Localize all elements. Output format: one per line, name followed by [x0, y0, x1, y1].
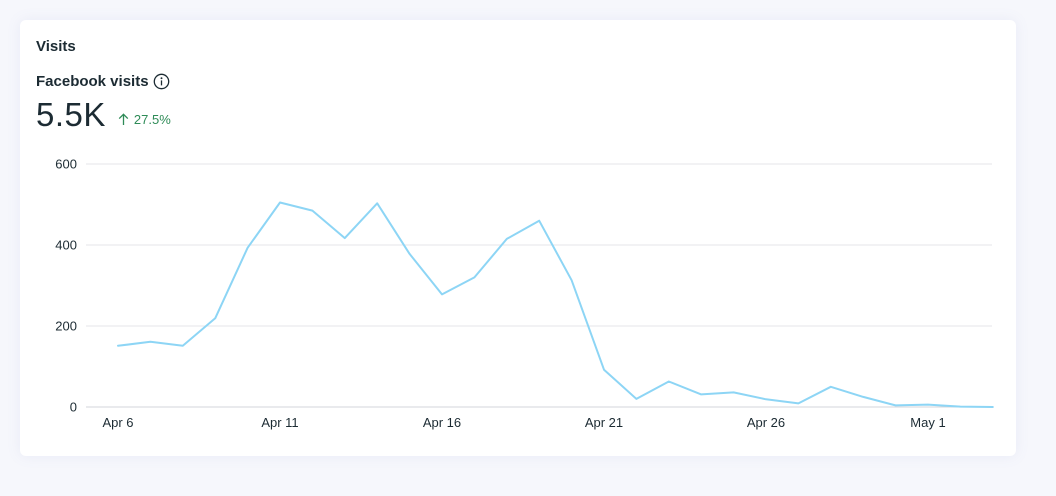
data-point [505, 237, 509, 241]
data-point [634, 397, 638, 401]
data-point [667, 379, 671, 383]
y-tick-label: 600 [55, 157, 77, 172]
arrow-up-icon [118, 113, 129, 126]
data-point [958, 405, 962, 409]
x-tick-label: May 1 [910, 415, 945, 430]
data-point [310, 209, 314, 213]
data-point [440, 292, 444, 296]
data-point [278, 200, 282, 204]
y-tick-label: 200 [55, 319, 77, 334]
data-point [213, 316, 217, 320]
data-point [796, 401, 800, 405]
data-point [375, 201, 379, 205]
change-indicator: 27.5% [118, 112, 171, 127]
metric-header: Facebook visits [36, 73, 170, 90]
change-value: 27.5% [133, 112, 171, 127]
data-point [991, 405, 995, 409]
x-tick-label: Apr 11 [261, 415, 298, 430]
data-point [699, 392, 703, 396]
data-point [537, 219, 541, 223]
card-title: Visits [36, 38, 76, 55]
data-point [764, 397, 768, 401]
y-tick-label: 0 [70, 400, 77, 415]
data-point [861, 395, 865, 399]
data-point [472, 275, 476, 279]
data-point [408, 252, 412, 256]
data-point [148, 340, 152, 344]
data-point [926, 403, 930, 407]
x-tick-label: Apr 6 [102, 415, 133, 430]
metric-label: Facebook visits [36, 73, 149, 90]
info-icon[interactable] [153, 73, 170, 90]
visits-line-chart: 0 200 400 600 Apr 6 Apr 11 Apr 16 Apr 21 Apr 26 M… [55, 157, 995, 430]
data-point [181, 344, 185, 348]
data-point [246, 246, 250, 250]
data-point [732, 390, 736, 394]
data-point [116, 344, 120, 348]
data-point [602, 368, 606, 372]
metric-value: 5.5K [36, 96, 106, 133]
data-point [894, 403, 898, 407]
metric-value-row: 5.5K 27.5% [36, 96, 171, 134]
x-tick-label: Apr 26 [747, 415, 785, 430]
series-line [117, 201, 994, 408]
x-tick-label: Apr 21 [585, 415, 623, 430]
x-tick-label: Apr 16 [423, 415, 461, 430]
data-point [343, 236, 347, 240]
data-point [570, 278, 574, 282]
visits-card: Visits Facebook visits 5.5K 27.5% 0 200 40… [20, 20, 1016, 456]
y-tick-label: 400 [55, 238, 77, 253]
data-point [829, 385, 833, 389]
